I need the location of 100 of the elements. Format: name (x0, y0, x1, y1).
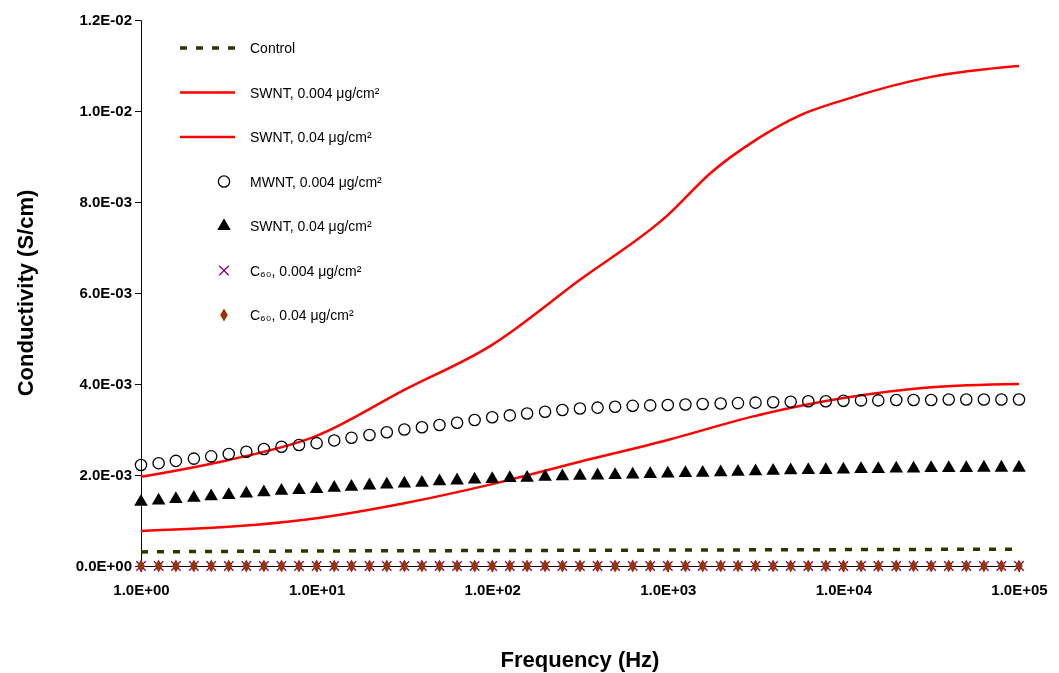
point (134, 458, 148, 472)
point (187, 452, 201, 465)
x-axis-title: Frequency (Hz) (500, 647, 660, 672)
point (819, 395, 833, 408)
point (573, 402, 587, 415)
point (257, 442, 271, 456)
point (221, 487, 236, 499)
point (854, 394, 868, 407)
point (573, 468, 587, 480)
point (731, 396, 745, 410)
point (766, 463, 780, 475)
point (433, 418, 446, 432)
point (556, 403, 569, 417)
point (766, 395, 780, 409)
y-axis-title: Conductivity (S/cm) (13, 189, 38, 397)
point (450, 416, 464, 429)
point (801, 462, 816, 474)
point (204, 488, 218, 501)
point (257, 484, 271, 497)
point (292, 438, 306, 452)
point (994, 459, 1009, 472)
point (960, 393, 973, 406)
point (695, 464, 710, 477)
y-tick-label: 2.0E-03 (79, 466, 132, 484)
point (134, 494, 148, 506)
point (714, 397, 727, 410)
legend-label: C₆₀, 0.004 μg/cm² (250, 262, 362, 279)
point (626, 399, 639, 413)
point (661, 465, 675, 478)
point (977, 393, 991, 406)
y-tick-label: 0.0E+00 (75, 557, 132, 575)
point (292, 482, 306, 494)
point (151, 492, 166, 505)
point (274, 483, 289, 495)
point (485, 410, 499, 424)
x-tick-label: 1.0E+01 (288, 580, 346, 598)
point (678, 465, 693, 478)
point (643, 399, 657, 412)
x-tick-label: 1.0E+05 (991, 580, 1048, 598)
point (924, 393, 938, 407)
x-tick-label: 1.0E+02 (464, 580, 521, 598)
point (275, 440, 288, 454)
point (468, 413, 481, 427)
point (907, 393, 920, 407)
line-series (139, 382, 1021, 533)
point (749, 396, 762, 409)
y-tick-label: 8.0E-03 (79, 193, 132, 211)
point (713, 464, 728, 477)
point (538, 468, 552, 481)
point (415, 474, 429, 487)
point (854, 461, 868, 474)
point (520, 407, 534, 420)
point (379, 476, 394, 489)
point (661, 398, 675, 412)
point (222, 447, 236, 461)
point (889, 460, 904, 473)
point (415, 420, 429, 434)
point (503, 470, 517, 483)
point (942, 393, 956, 406)
point (696, 397, 709, 411)
point (731, 463, 745, 476)
point (204, 450, 218, 463)
point (959, 460, 974, 473)
point (643, 466, 657, 479)
point (432, 473, 447, 486)
point (309, 481, 324, 494)
point (169, 454, 183, 468)
point (748, 463, 763, 476)
y-tick-label: 6.0E-03 (79, 284, 132, 302)
legend-label: SWNT, 0.04 μg/cm² (250, 218, 372, 234)
point (503, 409, 517, 422)
point (555, 468, 570, 481)
y-tick-label: 1.0E-02 (79, 102, 132, 120)
point (520, 469, 534, 482)
point (239, 485, 254, 498)
point (837, 394, 850, 408)
legend-label: SWNT, 0.04 μg/cm² (250, 129, 372, 145)
y-tick-label: 4.0E-03 (79, 375, 132, 393)
point (836, 461, 851, 474)
point (362, 477, 377, 490)
point (608, 400, 622, 414)
point (240, 445, 253, 459)
point (450, 472, 464, 485)
point (327, 434, 341, 447)
point (977, 459, 991, 472)
point (397, 475, 412, 488)
x-tick-label: 1.0E+00 (113, 580, 170, 598)
point (995, 393, 1008, 406)
point (941, 460, 956, 473)
point (783, 462, 798, 475)
point (310, 436, 323, 450)
point (327, 479, 342, 492)
point (1012, 393, 1026, 406)
x-tick-label: 1.0E+03 (640, 580, 697, 598)
legend-label: MWNT, 0.004 μg/cm² (250, 173, 383, 190)
point (187, 489, 201, 502)
point (169, 491, 183, 504)
point (363, 428, 376, 442)
point (591, 401, 604, 414)
point (871, 461, 886, 474)
